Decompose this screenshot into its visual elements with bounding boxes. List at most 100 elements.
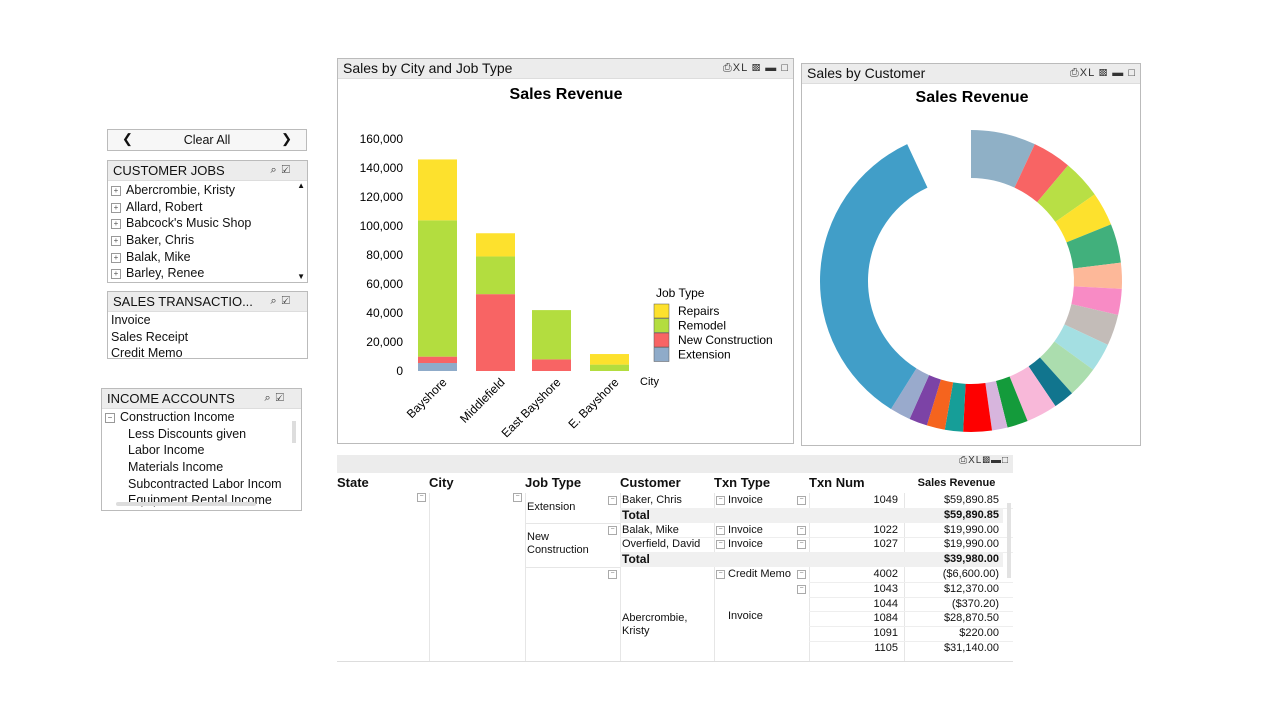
maximize-icon[interactable]: □ bbox=[1001, 455, 1009, 466]
donut-slice[interactable] bbox=[820, 144, 928, 410]
expand-icon[interactable]: + bbox=[111, 186, 121, 196]
collapse-icon[interactable]: − bbox=[797, 584, 806, 594]
collapse-icon[interactable]: − bbox=[797, 540, 806, 550]
list-item[interactable]: Less Discounts given bbox=[128, 426, 247, 441]
excel-icon[interactable]: XL bbox=[968, 455, 983, 466]
donut-slice[interactable] bbox=[1066, 224, 1121, 269]
donut-slice[interactable] bbox=[890, 368, 930, 419]
vertical-scrollbar[interactable] bbox=[1007, 503, 1011, 578]
donut-slice[interactable] bbox=[995, 376, 1028, 428]
bar-segment[interactable] bbox=[418, 363, 457, 371]
column-header[interactable]: Customer bbox=[620, 475, 681, 490]
minimize-icon[interactable]: ▬ bbox=[765, 62, 778, 74]
column-header[interactable]: Sales Revenue bbox=[917, 477, 996, 489]
collapse-icon[interactable]: − bbox=[105, 413, 115, 423]
collapse-icon[interactable]: − bbox=[608, 570, 617, 579]
excel-icon[interactable]: XL bbox=[732, 62, 748, 74]
vertical-scrollbar[interactable] bbox=[292, 421, 296, 443]
donut-slice[interactable] bbox=[944, 382, 966, 432]
bar-segment[interactable] bbox=[476, 294, 515, 371]
list-item[interactable]: Equipment Rental Income bbox=[128, 493, 272, 508]
tree-parent-item[interactable]: − Construction Income bbox=[102, 409, 275, 426]
bar-segment[interactable] bbox=[590, 354, 629, 365]
list-item[interactable]: Credit Memo bbox=[111, 346, 183, 361]
save-icon[interactable]: ▩ bbox=[1098, 67, 1109, 79]
minimize-icon[interactable]: ▬ bbox=[990, 455, 1002, 466]
list-item[interactable]: + Balak, Mike bbox=[108, 249, 281, 266]
bar-segment[interactable] bbox=[532, 359, 571, 371]
donut-slice[interactable] bbox=[1014, 144, 1069, 203]
column-header[interactable]: City bbox=[429, 475, 454, 490]
list-item[interactable]: Invoice bbox=[111, 313, 151, 327]
bar-segment[interactable] bbox=[418, 159, 457, 221]
save-icon[interactable]: ▩ bbox=[982, 455, 991, 466]
donut-slice[interactable] bbox=[1071, 286, 1122, 315]
donut-slice[interactable] bbox=[1055, 194, 1112, 243]
print-icon[interactable]: ⎙ bbox=[722, 62, 733, 74]
list-item[interactable]: + Babcock's Music Shop bbox=[108, 215, 281, 232]
collapse-icon[interactable]: − bbox=[608, 496, 617, 505]
donut-slice[interactable] bbox=[1073, 262, 1122, 289]
next-arrow-icon[interactable]: ❯ bbox=[281, 131, 292, 146]
expand-icon[interactable]: + bbox=[111, 236, 121, 247]
list-item[interactable]: + Abercrombie, Kristy bbox=[108, 182, 281, 199]
search-icon[interactable]: ⌕ ☑ bbox=[270, 164, 291, 176]
donut-slice[interactable] bbox=[926, 379, 954, 430]
collapse-icon[interactable]: − bbox=[797, 570, 806, 579]
donut-slice[interactable] bbox=[1009, 366, 1056, 422]
collapse-icon[interactable]: − bbox=[513, 493, 522, 502]
search-icon[interactable]: ⌕ ☑ bbox=[264, 392, 285, 404]
print-icon[interactable]: ⎙ bbox=[959, 455, 969, 466]
donut-slice[interactable] bbox=[1064, 304, 1119, 345]
clear-all-button[interactable]: Clear All bbox=[183, 133, 231, 147]
search-icon[interactable]: ⌕ ☑ bbox=[270, 295, 291, 307]
collapse-icon[interactable]: − bbox=[797, 525, 806, 535]
list-item[interactable]: Subcontracted Labor Incom bbox=[128, 476, 282, 491]
collapse-icon[interactable]: − bbox=[716, 525, 725, 535]
bar-segment[interactable] bbox=[418, 220, 457, 357]
bar-segment[interactable] bbox=[590, 364, 629, 371]
collapse-icon[interactable]: − bbox=[716, 496, 725, 505]
minimize-icon[interactable]: ▬ bbox=[1112, 67, 1125, 79]
collapse-icon[interactable]: − bbox=[716, 540, 725, 550]
expand-icon[interactable]: + bbox=[111, 269, 121, 280]
donut-slice[interactable] bbox=[971, 130, 1035, 188]
column-header[interactable]: Txn Type bbox=[714, 475, 771, 490]
donut-slice[interactable] bbox=[909, 375, 941, 426]
donut-slice[interactable] bbox=[1054, 324, 1108, 370]
expand-icon[interactable]: + bbox=[111, 202, 121, 213]
scroll-down-icon[interactable]: ▼ bbox=[297, 272, 305, 281]
print-icon[interactable]: ⎙ bbox=[1069, 67, 1080, 79]
expand-icon[interactable]: + bbox=[111, 219, 121, 230]
horizontal-scrollbar[interactable] bbox=[116, 502, 256, 506]
list-item[interactable]: + Barley, Renee bbox=[108, 265, 281, 282]
scroll-up-icon[interactable]: ▲ bbox=[297, 181, 305, 190]
column-header[interactable]: Job Type bbox=[525, 475, 582, 490]
bar-segment[interactable] bbox=[418, 356, 457, 364]
bar-segment[interactable] bbox=[532, 310, 571, 360]
previous-arrow-icon[interactable]: ❮ bbox=[122, 131, 133, 146]
collapse-icon[interactable]: − bbox=[417, 493, 426, 502]
donut-slice[interactable] bbox=[985, 380, 1008, 431]
excel-icon[interactable]: XL bbox=[1079, 67, 1095, 79]
bar-segment[interactable] bbox=[476, 233, 515, 257]
expand-icon[interactable]: + bbox=[111, 252, 121, 263]
donut-slice[interactable] bbox=[1037, 165, 1095, 222]
list-item[interactable]: + Baker, Chris bbox=[108, 232, 281, 249]
collapse-icon[interactable]: − bbox=[608, 525, 617, 535]
list-item[interactable]: Materials Income bbox=[128, 460, 224, 475]
list-item[interactable]: + Allard, Robert bbox=[108, 199, 281, 216]
collapse-icon[interactable]: − bbox=[716, 570, 725, 579]
list-item[interactable]: Sales Receipt bbox=[111, 329, 189, 344]
collapse-icon[interactable]: − bbox=[797, 496, 806, 505]
maximize-icon[interactable]: □ bbox=[1128, 67, 1136, 79]
column-header[interactable]: State bbox=[337, 475, 369, 490]
donut-slice[interactable] bbox=[963, 382, 993, 432]
column-header[interactable]: Txn Num bbox=[809, 475, 865, 490]
list-item[interactable]: Labor Income bbox=[128, 443, 205, 458]
maximize-icon[interactable]: □ bbox=[781, 62, 789, 74]
save-icon[interactable]: ▩ bbox=[751, 62, 762, 74]
bar-segment[interactable] bbox=[476, 256, 515, 295]
donut-slice[interactable] bbox=[1028, 357, 1073, 407]
donut-slice[interactable] bbox=[1039, 341, 1094, 394]
